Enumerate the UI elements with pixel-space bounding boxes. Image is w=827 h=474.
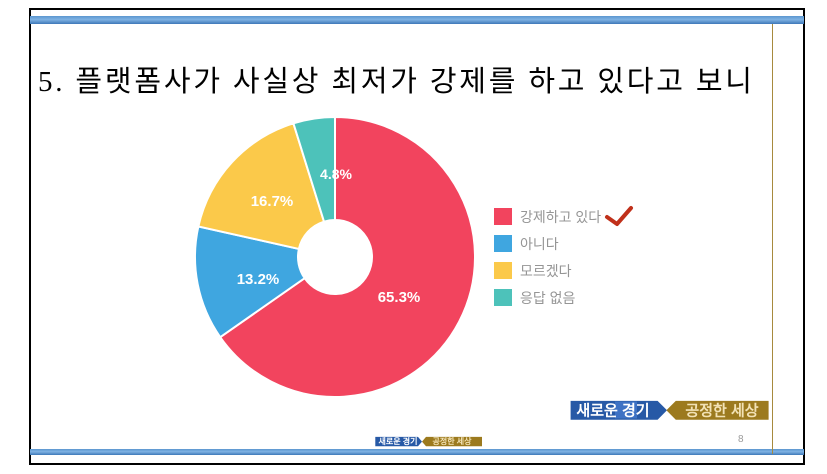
svg-text:새로운 경기: 새로운 경기: [378, 436, 417, 446]
svg-text:공정한 세상: 공정한 세상: [432, 436, 472, 446]
